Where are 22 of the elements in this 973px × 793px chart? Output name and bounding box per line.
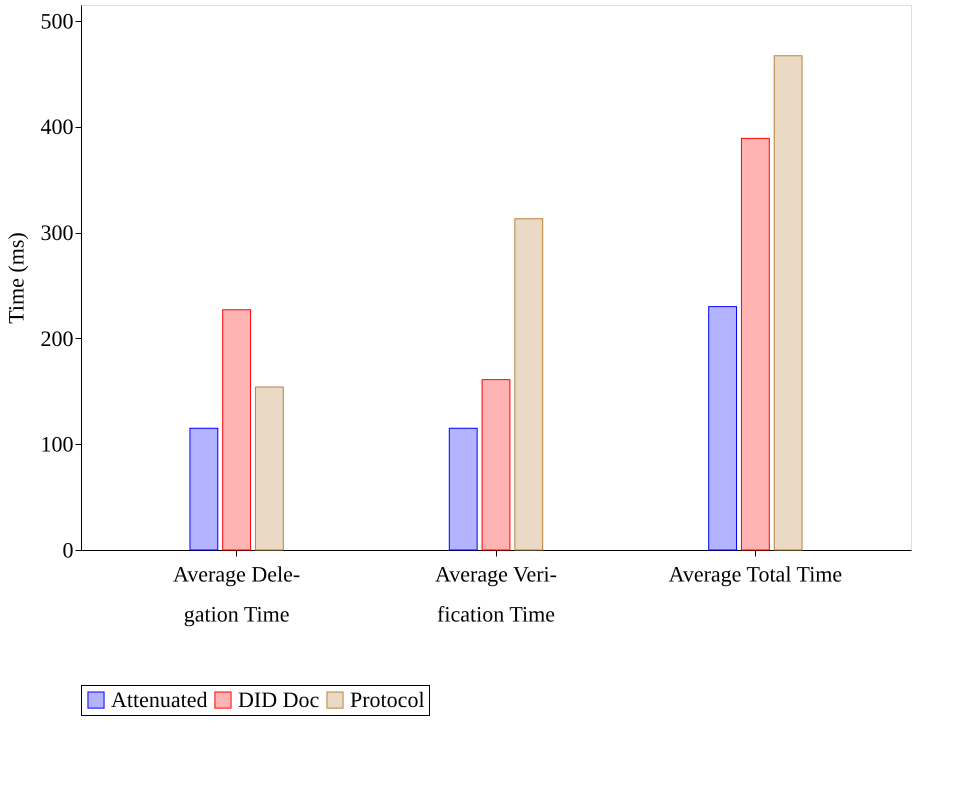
bar <box>740 138 770 550</box>
bar <box>448 428 478 550</box>
x-tick-label: Average Dele- gation Time <box>173 562 300 626</box>
legend-label: Attenuated <box>111 687 208 712</box>
y-tick-label: 500 <box>40 8 74 34</box>
bar <box>189 428 218 550</box>
y-tick-label: 100 <box>40 432 74 457</box>
y-tick-label: 200 <box>40 326 74 351</box>
y-axis-title: Time (ms) <box>4 232 28 324</box>
x-tick-label: Average Veri- fication Time <box>435 562 557 626</box>
bar <box>254 386 284 550</box>
bar <box>482 379 510 550</box>
legend-label: Protocol <box>350 687 425 712</box>
y-tick-label: 0 <box>62 538 74 562</box>
y-tick-label: 300 <box>40 220 74 246</box>
bar <box>708 306 738 550</box>
bar <box>514 218 544 550</box>
bar <box>774 55 803 550</box>
legend-label: DID Doc <box>238 687 320 712</box>
x-tick-label: Average Total Time <box>668 562 842 586</box>
bar <box>222 309 252 550</box>
y-tick-label: 400 <box>40 114 74 140</box>
